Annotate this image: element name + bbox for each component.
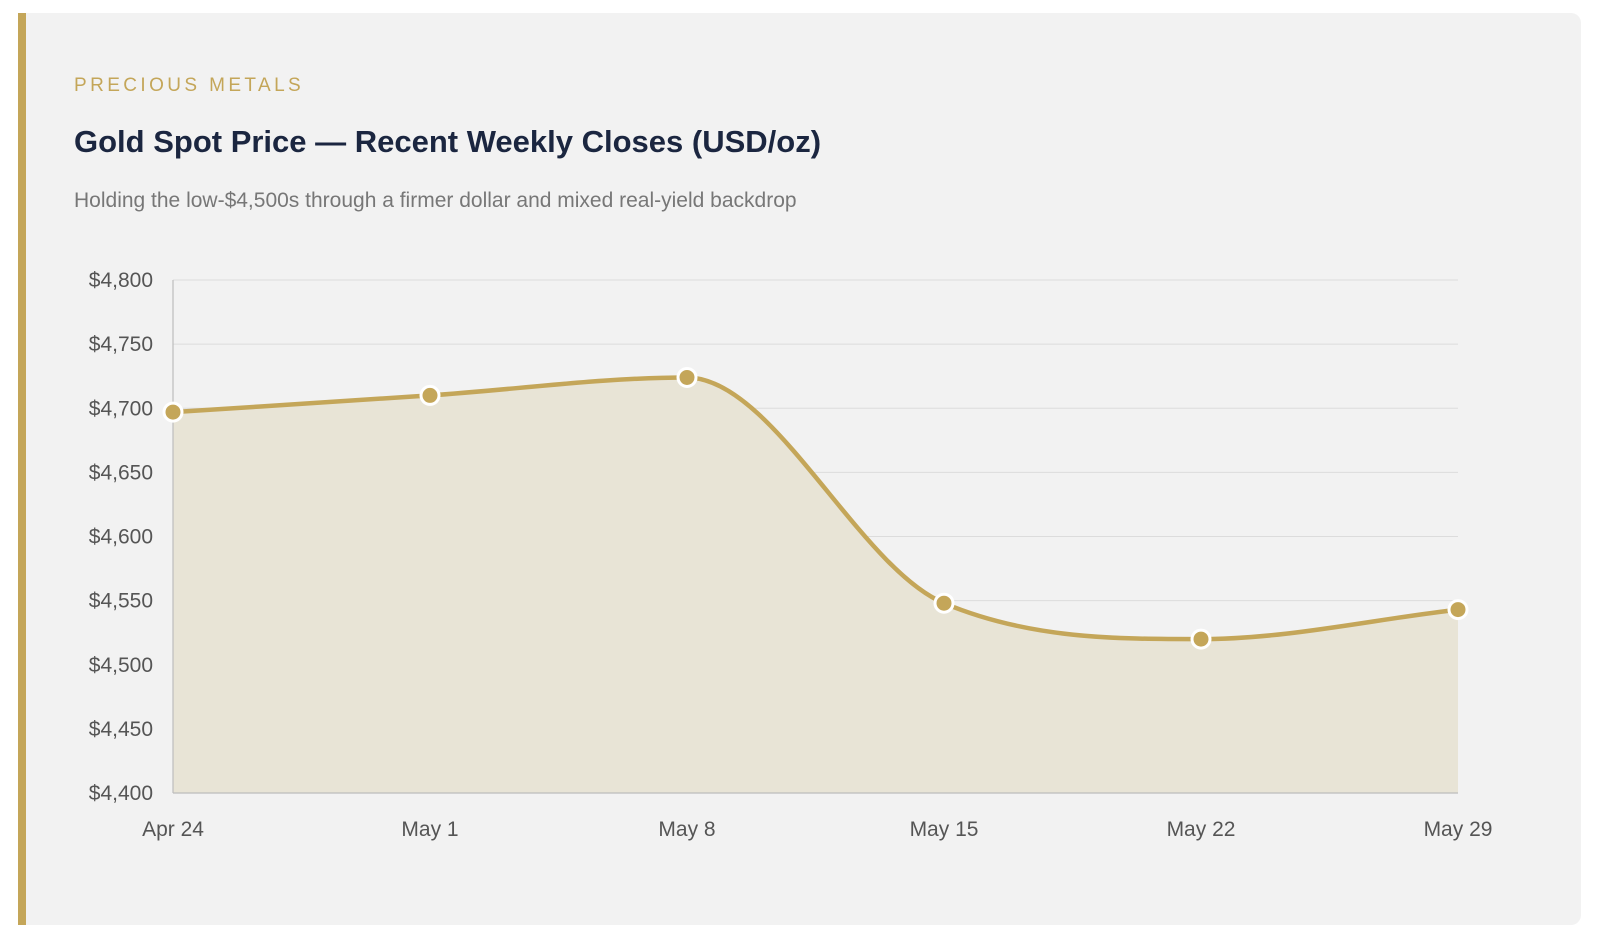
y-tick-label: $4,600	[89, 526, 153, 549]
chart-subtitle: Holding the low-$4,500s through a firmer…	[74, 189, 797, 212]
series-line-group	[170, 375, 1461, 642]
y-tick-label: $4,550	[89, 590, 153, 613]
x-tick-label: May 15	[910, 818, 979, 841]
data-points	[162, 366, 1469, 650]
x-tick-label: May 22	[1167, 818, 1236, 841]
accent-bar	[18, 13, 26, 925]
x-tick-label: Apr 24	[142, 818, 204, 841]
x-tick-label: May 1	[401, 818, 458, 841]
y-tick-label: $4,450	[89, 718, 153, 741]
eyebrow-label: PRECIOUS METALS	[74, 75, 305, 96]
series-area	[173, 377, 1458, 793]
gold-price-chart: $4,400 $4,450 $4,500 $4,550 $4,600 $4,650 $4,7…	[89, 269, 1493, 841]
data-point	[1447, 599, 1469, 621]
y-tick-labels: $4,400 $4,450 $4,500 $4,550 $4,600 $4,650 $4,7…	[89, 269, 153, 805]
x-tick-label: May 8	[658, 818, 715, 841]
y-tick-label: $4,400	[89, 782, 153, 805]
chart-title: Gold Spot Price — Recent Weekly Closes (…	[74, 124, 822, 159]
axes	[172, 280, 1458, 794]
data-point	[1190, 628, 1212, 650]
x-tick-label: May 29	[1424, 818, 1493, 841]
data-point	[676, 366, 698, 388]
y-tick-label: $4,750	[89, 333, 153, 356]
y-tick-label: $4,650	[89, 461, 153, 484]
data-point	[419, 384, 441, 406]
series-line	[170, 375, 1461, 642]
area-fill-group	[173, 377, 1458, 793]
chart-card: PRECIOUS METALS Gold Spot Price — Recent…	[18, 13, 1581, 925]
x-tick-labels: Apr 24 May 1 May 8 May 15 May 22 May 29	[142, 818, 1492, 841]
data-point	[933, 592, 955, 614]
data-point	[162, 401, 184, 423]
y-tick-label: $4,800	[89, 269, 153, 292]
y-tick-label: $4,500	[89, 654, 153, 677]
y-tick-label: $4,700	[89, 397, 153, 420]
